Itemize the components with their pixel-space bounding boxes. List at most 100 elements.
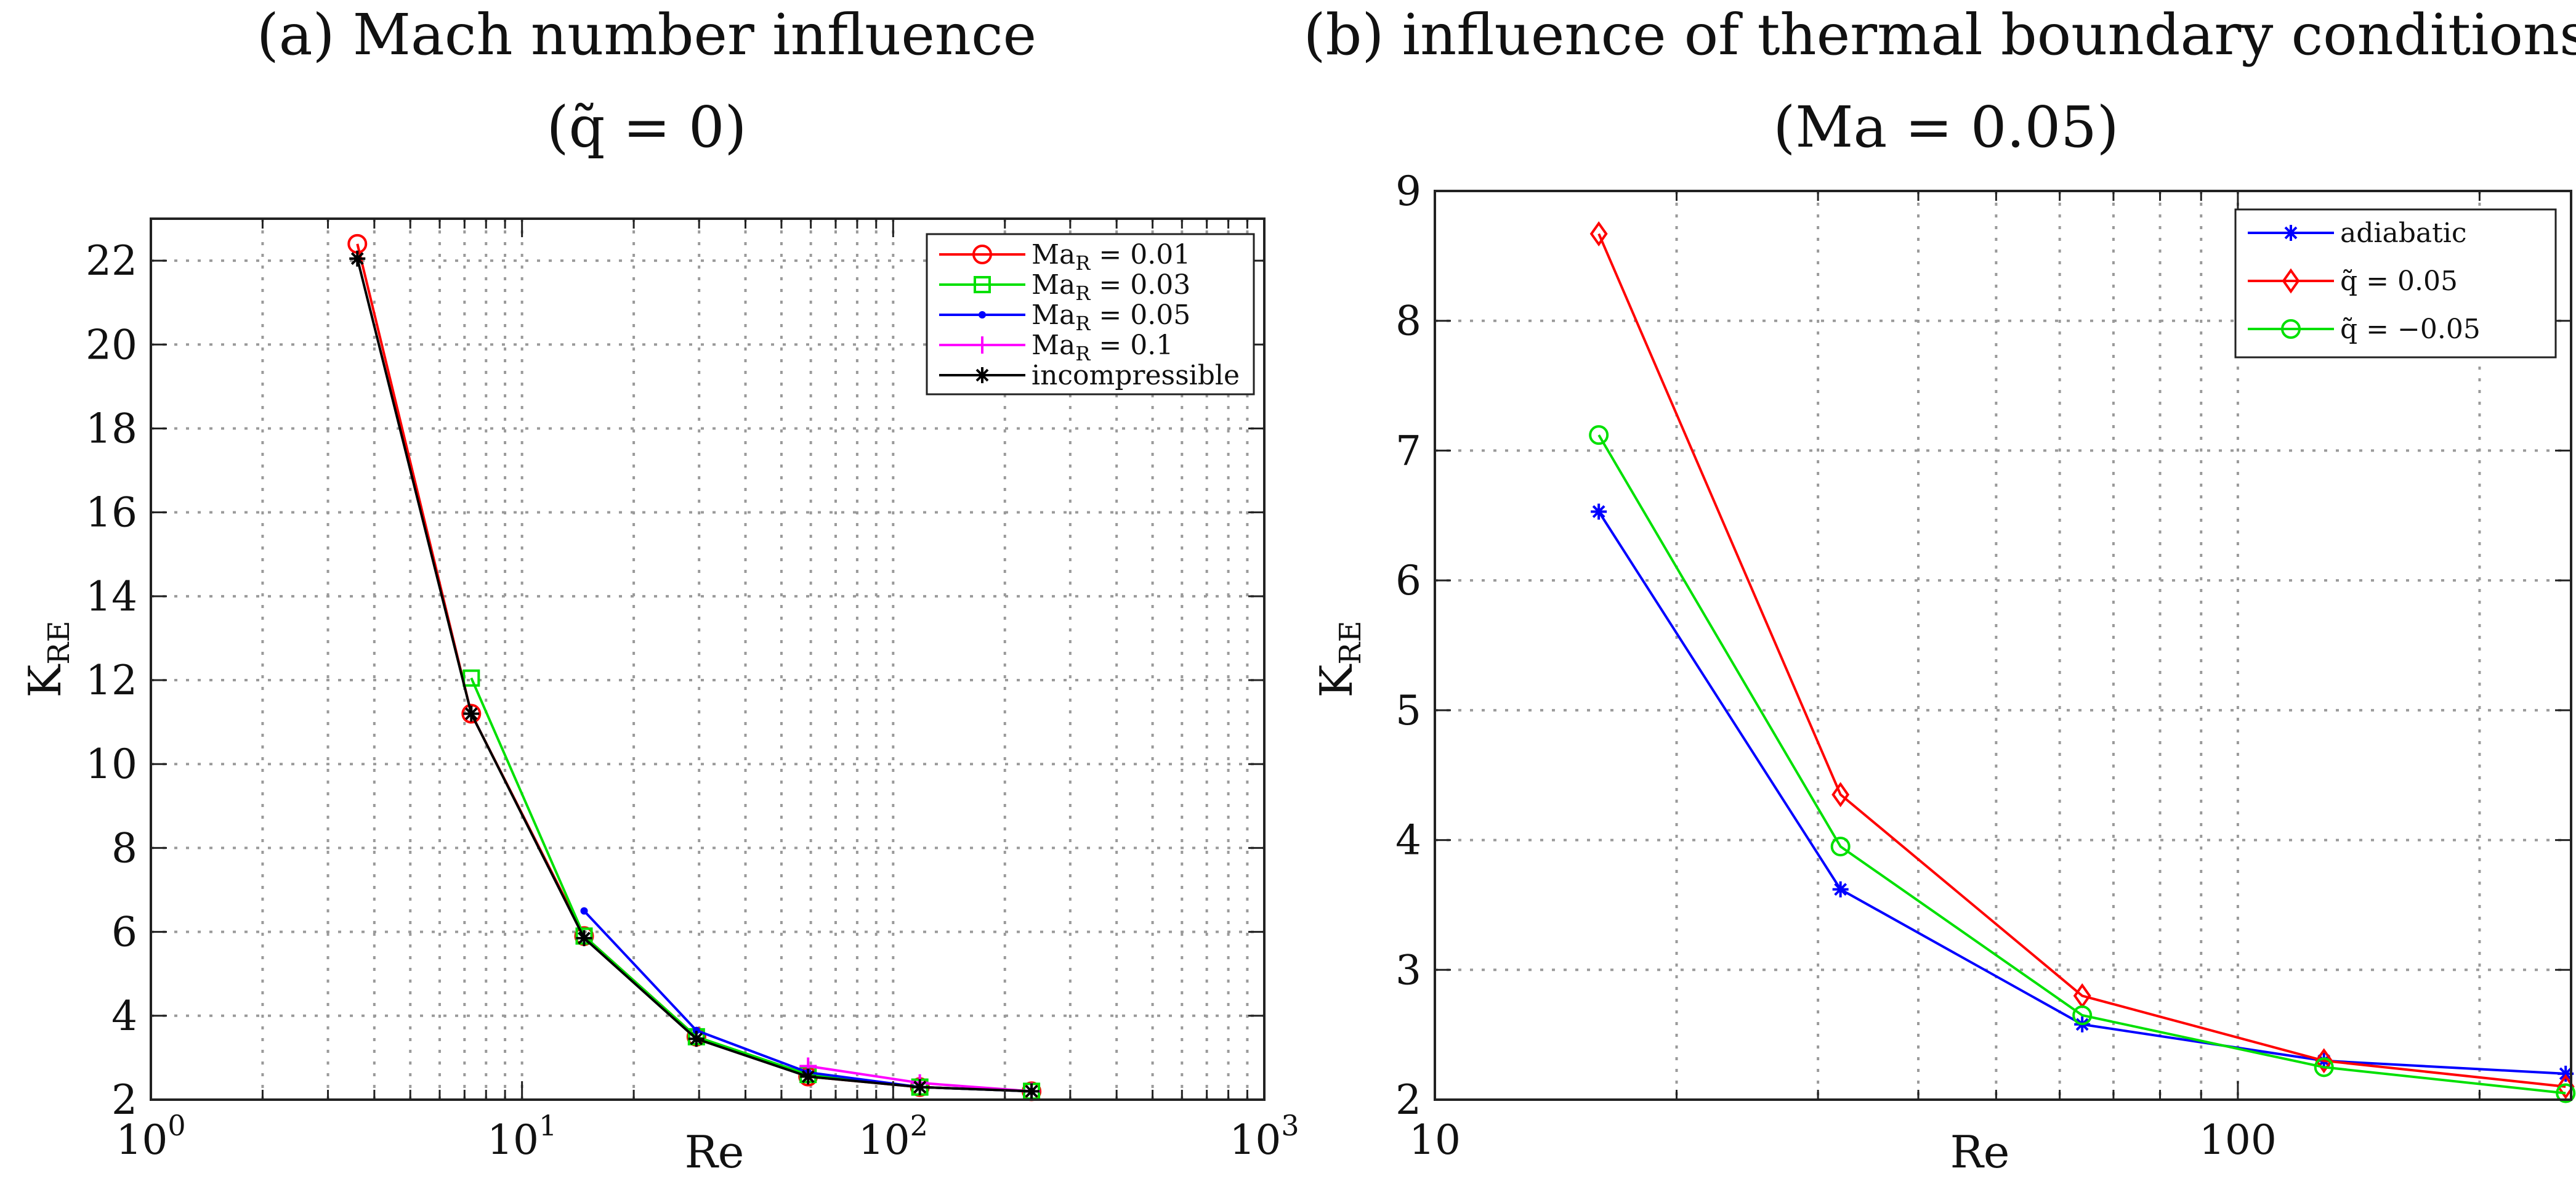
panel-b-title: (b) influence of thermal boundary condit…	[1304, 2, 2576, 68]
y-tick-label: 5	[1395, 687, 1421, 734]
panel-b-subtitle: (Ma = 0.05)	[1773, 94, 2118, 160]
panel-a-subtitle: (q̃ = 0)	[547, 94, 747, 160]
legend-label: MaR = 0.01	[1032, 239, 1190, 275]
data-point	[2072, 1005, 2093, 1026]
legend-label: MaR = 0.05	[1032, 299, 1190, 335]
x-tick-exponent: 2	[910, 1109, 928, 1142]
data-point	[800, 1068, 817, 1085]
y-tick-label: 2	[111, 1076, 137, 1124]
data-point	[349, 250, 366, 267]
data-point	[1024, 1083, 1040, 1100]
legend-marker	[2283, 225, 2299, 241]
panel-b-ylabel: KRE	[1310, 621, 1368, 698]
x-tick-base: 10	[858, 1116, 910, 1164]
data-point	[911, 1079, 928, 1095]
data-point	[2558, 1065, 2574, 1082]
data-point	[1830, 837, 1851, 857]
y-tick-label: 16	[86, 489, 137, 537]
series-line	[1597, 511, 2566, 1075]
series-line	[1597, 233, 2566, 1088]
y-tick-label: 4	[111, 992, 137, 1040]
legend-entry-0: adiabatic	[2248, 217, 2467, 249]
data-point	[688, 1031, 705, 1047]
panel-b: (b) influence of thermal boundary condit…	[1304, 2, 2576, 1178]
panel-a-frame	[150, 217, 1266, 1101]
panel-b-legend: adiabatic q̃ = 0.05 q̃ = −0.05	[2234, 208, 2557, 359]
legend-entry-2: q̃ = −0.05	[2248, 314, 2481, 345]
legend-label: q̃ = 0.05	[2340, 266, 2458, 297]
x-tick-label: 103	[1229, 1109, 1299, 1164]
legend-marker	[972, 245, 992, 264]
legend-marker	[974, 367, 990, 383]
series-line	[470, 677, 1032, 1093]
legend-label: adiabatic	[2340, 217, 2467, 249]
panel-a-series	[347, 233, 1042, 1102]
legend-entry-4: incompressible	[939, 360, 1240, 391]
x-tick-exponent: 1	[539, 1109, 557, 1142]
panel-b-xlabel: Re	[1950, 1126, 2010, 1178]
x-tick-label: 100	[116, 1109, 185, 1164]
panel-a: (a) Mach number influence (q̃ = 0) 2 4 6 8 1…	[19, 2, 1299, 1178]
data-point	[347, 233, 368, 254]
series-2	[1589, 425, 2576, 1103]
x-tick-label: 10	[1409, 1116, 1461, 1164]
series-4	[349, 250, 1040, 1100]
x-tick-label: 100	[2199, 1116, 2277, 1164]
y-tick-label: 9	[1395, 168, 1421, 215]
y-tick-label: 8	[1395, 298, 1421, 345]
data-point	[1589, 221, 1608, 247]
y-tick-label: 4	[1395, 817, 1421, 864]
data-point	[463, 705, 480, 722]
data-point	[2556, 1083, 2576, 1103]
x-tick-exponent: 3	[1281, 1109, 1299, 1142]
legend-entry-1: MaR = 0.03	[939, 269, 1190, 305]
data-point	[692, 1026, 700, 1034]
legend-label: q̃ = −0.05	[2340, 314, 2481, 345]
panel-b-frame	[1434, 190, 2572, 1101]
data-point	[462, 669, 480, 687]
data-point	[576, 930, 592, 946]
legend-label: MaR = 0.03	[1032, 269, 1190, 305]
y-tick-label: 8	[111, 824, 137, 872]
legend-entry-3: MaR = 0.1	[939, 330, 1173, 365]
series-1	[462, 669, 1041, 1100]
panel-b-grid	[1435, 191, 2571, 1100]
y-tick-label: 6	[111, 909, 137, 956]
data-point	[580, 907, 588, 915]
legend-marker	[974, 336, 991, 354]
y-tick-label: 20	[86, 321, 137, 368]
x-tick-label: 102	[858, 1109, 928, 1164]
x-tick-base: 10	[487, 1116, 539, 1164]
y-tick-label: 3	[1395, 946, 1421, 994]
legend-entry-2: MaR = 0.05	[939, 299, 1190, 335]
y-tick-label: 7	[1395, 427, 1421, 474]
panel-b-ticks: 2 3 4 5 6 7 8 9 10 100	[1395, 168, 2571, 1164]
data-point	[1831, 782, 1850, 808]
y-tick-label: 12	[86, 657, 137, 704]
panel-a-ylabel: KRE	[19, 621, 76, 698]
legend-label: MaR = 0.1	[1032, 330, 1173, 365]
panel-a-title: (a) Mach number influence	[257, 2, 1036, 68]
data-point	[2315, 1048, 2333, 1074]
x-tick-label: 101	[487, 1109, 557, 1164]
y-tick-label: 10	[86, 741, 137, 788]
data-point	[1832, 881, 1849, 898]
data-point	[2314, 1057, 2334, 1077]
y-tick-label: 14	[86, 573, 137, 620]
y-tick-label: 18	[86, 405, 137, 452]
legend-marker	[979, 311, 986, 319]
legend-marker	[2282, 268, 2300, 294]
legend-marker	[2281, 319, 2301, 339]
legend-label: incompressible	[1032, 360, 1240, 391]
y-tick-label: 22	[86, 237, 137, 285]
data-point	[1591, 503, 1607, 520]
panel-a-xlabel: Re	[685, 1126, 745, 1178]
series-line	[1597, 434, 2566, 1095]
legend-marker	[974, 276, 991, 293]
y-tick-label: 2	[1395, 1076, 1421, 1124]
data-point	[461, 704, 482, 724]
legend-entry-0: MaR = 0.01	[939, 239, 1190, 275]
